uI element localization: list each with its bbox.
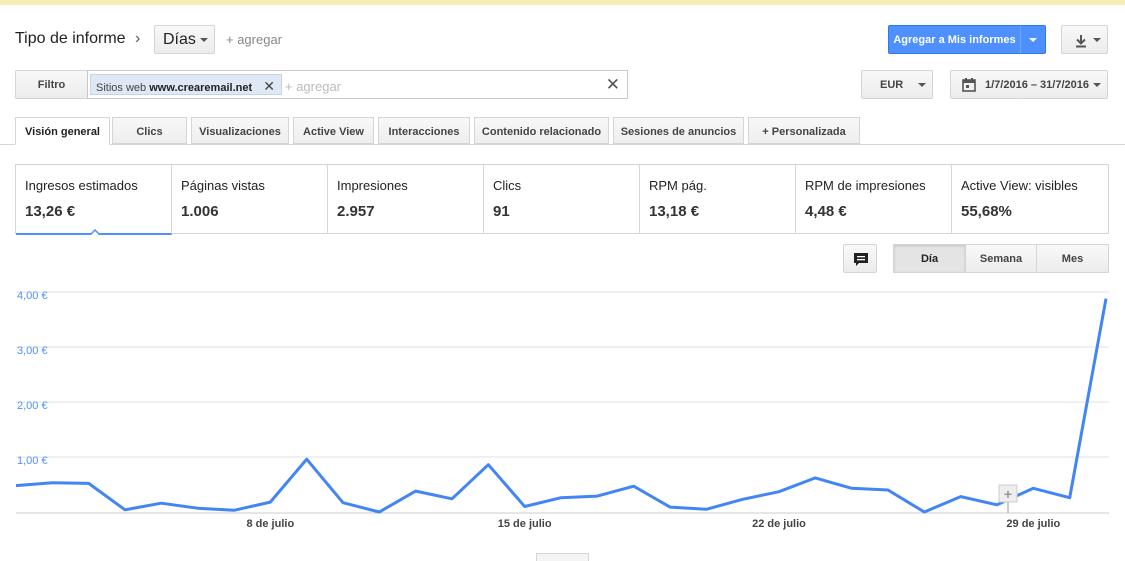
x-tick-label: 8 de julio <box>246 518 294 530</box>
filter-button[interactable]: Filtro <box>15 70 88 99</box>
top-notification-strip <box>0 0 1125 5</box>
period-day-button[interactable]: Día <box>893 244 966 273</box>
add-annotation-marker[interactable]: + <box>998 484 1018 513</box>
metric-value: 55,68% <box>961 203 1012 220</box>
y-tick-label: 2,00 € <box>17 400 48 412</box>
metric-label: Páginas vistas <box>181 178 265 193</box>
x-tick-label: 22 de julio <box>752 518 806 530</box>
metric-label: Impresiones <box>337 178 408 193</box>
tab-personalizada[interactable]: + Personalizada <box>748 117 860 144</box>
y-axis-labels: 4,00 € 3,00 € 2,00 € 1,00 € <box>17 290 48 467</box>
metric-label: RPM pág. <box>649 178 707 193</box>
metric-value: 91 <box>493 203 510 220</box>
annotation-button[interactable] <box>843 244 877 273</box>
tab-interacciones[interactable]: Interacciones <box>378 117 470 144</box>
metric-label: Active View: visibles <box>961 178 1078 193</box>
chart-gridlines <box>16 291 1109 514</box>
metric-ingresos-estimados[interactable]: Ingresos estimados 13,26 € <box>16 165 172 235</box>
metrics-bar: Ingresos estimados 13,26 € Páginas vista… <box>15 164 1109 235</box>
filter-input-box[interactable]: Sitios web www.crearemail.net ✕ + agrega… <box>87 70 628 99</box>
tab-bar-divider <box>0 144 1125 145</box>
metric-label: Ingresos estimados <box>25 178 138 193</box>
download-button[interactable] <box>1061 25 1108 54</box>
metric-active-view-visibles[interactable]: Active View: visibles 55,68% <box>952 165 1108 233</box>
metric-rpm-pag[interactable]: RPM pág. 13,18 € <box>640 165 796 233</box>
chevron-down-icon <box>1029 38 1037 42</box>
tab-clics[interactable]: Clics <box>112 117 187 144</box>
chevron-down-icon <box>200 38 208 42</box>
chevron-down-icon <box>1093 38 1101 42</box>
period-week-button[interactable]: Semana <box>965 244 1037 273</box>
chevron-down-icon <box>1093 83 1101 87</box>
metric-clics[interactable]: Clics 91 <box>484 165 640 233</box>
tab-vision-general[interactable]: Visión general <box>15 117 110 145</box>
add-to-reports-dropdown-button[interactable] <box>1020 25 1046 54</box>
tab-contenido-relacionado[interactable]: Contenido relacionado <box>474 117 609 144</box>
metric-rpm-impresiones[interactable]: RPM de impresiones 4,48 € <box>796 165 952 233</box>
comment-icon <box>854 253 868 266</box>
filter-add-input[interactable]: + agregar <box>285 79 342 94</box>
metric-paginas-vistas[interactable]: Páginas vistas 1.006 <box>172 165 328 233</box>
series-line <box>15 298 1108 514</box>
clear-filter-icon[interactable]: ✕ <box>605 75 620 94</box>
filter-chip-prefix: Sitios web <box>96 82 147 94</box>
chevron-down-icon <box>918 83 926 87</box>
calendar-icon <box>962 78 976 92</box>
metric-value: 2.957 <box>337 203 375 220</box>
close-icon[interactable]: ✕ <box>263 78 275 94</box>
chevron-right-icon: › <box>135 30 141 47</box>
plus-icon: + <box>1004 486 1012 502</box>
currency-value: EUR <box>880 79 904 91</box>
x-tick-label: 29 de julio <box>1006 518 1060 530</box>
dimension-value: Días <box>163 31 196 48</box>
metric-impresiones[interactable]: Impresiones 2.957 <box>328 165 484 233</box>
date-range-value: 1/7/2016 – 31/7/2016 <box>985 79 1089 91</box>
tab-sesiones-de-anuncios[interactable]: Sesiones de anuncios <box>613 117 744 144</box>
metric-value: 13,26 € <box>25 203 76 220</box>
date-range-picker[interactable]: 1/7/2016 – 31/7/2016 <box>950 70 1108 99</box>
report-type-label: Tipo de informe <box>15 30 126 47</box>
y-tick-label: 3,00 € <box>17 345 48 357</box>
x-axis-labels: 8 de julio 15 de julio 22 de julio 29 de ju… <box>246 518 1060 530</box>
dimension-dropdown[interactable]: Días <box>154 25 215 54</box>
metric-value: 13,18 € <box>649 203 700 220</box>
metric-label: RPM de impresiones <box>805 178 926 193</box>
add-dimension-link[interactable]: + agregar <box>226 32 283 47</box>
selected-notch-icon <box>90 229 100 235</box>
period-month-button[interactable]: Mes <box>1036 244 1109 273</box>
chart-resize-handle[interactable] <box>536 553 589 561</box>
download-icon <box>1076 35 1086 48</box>
y-tick-label: 1,00 € <box>17 455 48 467</box>
filter-chip-value: www.crearemail.net <box>149 82 253 94</box>
metric-label: Clics <box>493 178 522 193</box>
currency-dropdown[interactable]: EUR <box>861 70 933 99</box>
metric-value: 4,48 € <box>805 203 847 220</box>
x-tick-label: 15 de julio <box>498 518 552 530</box>
add-to-my-reports-button[interactable]: Agregar a Mis informes <box>888 25 1021 54</box>
metric-value: 1.006 <box>181 203 219 220</box>
y-tick-label: 4,00 € <box>17 290 48 302</box>
tab-visualizaciones[interactable]: Visualizaciones <box>191 117 289 144</box>
revenue-line-chart: 4,00 € 3,00 € 2,00 € 1,00 € 8 de julio 15 de… <box>15 290 1109 530</box>
filter-chip[interactable]: Sitios web www.crearemail.net ✕ <box>90 74 282 95</box>
tab-active-view[interactable]: Active View <box>293 117 374 144</box>
